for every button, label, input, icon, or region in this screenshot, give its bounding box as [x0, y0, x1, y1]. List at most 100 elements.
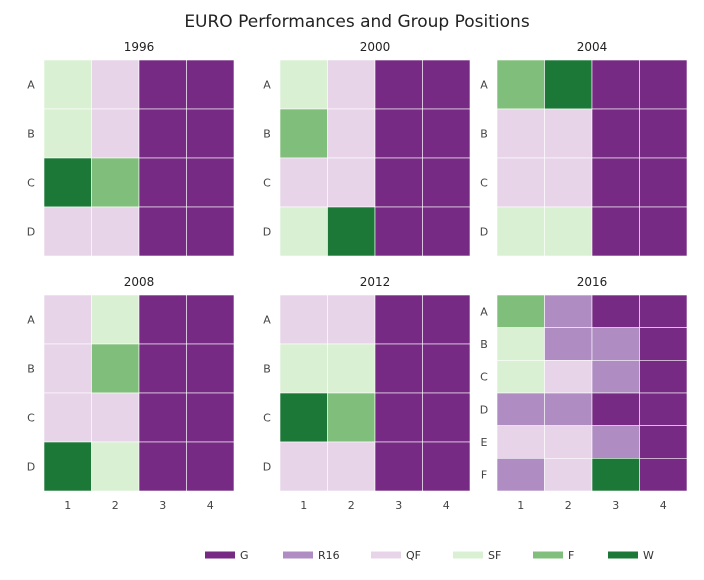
y-tick-label: F — [481, 469, 487, 482]
heatmap-cell — [43, 294, 92, 345]
heatmap-cell — [43, 392, 92, 443]
legend-item: SF — [453, 549, 501, 562]
x-tick-label: 3 — [395, 499, 402, 512]
legend-item: F — [533, 549, 574, 562]
heatmap-cell — [138, 392, 187, 443]
x-tick-label: 4 — [443, 499, 450, 512]
panel-2012: 2012 A B C D 1 2 3 4 — [263, 275, 471, 512]
heatmap-cell — [186, 392, 235, 443]
heatmap-cell — [91, 206, 140, 257]
heatmap-cell — [544, 327, 593, 361]
heatmap-cell — [279, 294, 328, 345]
heatmap-cell — [43, 108, 92, 159]
heatmap-cell — [186, 108, 235, 159]
heatmap-cell — [186, 441, 235, 492]
heatmap-cell — [591, 294, 640, 328]
y-tick-label: C — [27, 412, 35, 425]
heatmap-cell — [496, 392, 545, 426]
heatmap-cell — [374, 392, 423, 443]
heatmap-cell — [91, 108, 140, 159]
heatmap-cell — [591, 458, 640, 492]
x-tick-label: 2 — [112, 499, 119, 512]
legend-label: QF — [406, 549, 421, 562]
heatmap-cell — [327, 108, 376, 159]
heatmap-cell — [374, 343, 423, 394]
heatmap-cell — [496, 294, 545, 328]
y-tick-label: C — [27, 177, 35, 190]
heatmap-cell — [374, 59, 423, 110]
legend-label: R16 — [318, 549, 340, 562]
x-tick-label: 1 — [300, 499, 307, 512]
heatmap-cell — [374, 441, 423, 492]
heatmap-cell — [544, 360, 593, 394]
heatmap-cell — [544, 206, 593, 257]
heatmap-cell — [591, 327, 640, 361]
heatmap-cell — [422, 59, 471, 110]
heatmap-cell — [186, 294, 235, 345]
heatmap-cell — [496, 206, 545, 257]
heatmap-cell — [591, 392, 640, 426]
legend-swatch — [371, 551, 401, 559]
heatmap-cell — [91, 441, 140, 492]
legend-swatch — [205, 551, 235, 559]
y-tick-label: C — [480, 371, 488, 384]
heatmap-cell — [639, 458, 688, 492]
heatmap-cell — [279, 59, 328, 110]
legend-item: G — [205, 549, 249, 562]
heatmap-cell — [43, 441, 92, 492]
heatmap-cell — [639, 59, 688, 110]
legend-item: W — [608, 549, 654, 562]
y-tick-label: B — [480, 128, 488, 141]
heatmap-cell — [186, 343, 235, 394]
heatmap-cell — [91, 343, 140, 394]
y-tick-label: B — [27, 128, 35, 141]
heatmap-cell — [591, 360, 640, 394]
heatmap-cell — [422, 343, 471, 394]
y-tick-label: C — [263, 412, 271, 425]
heatmap-cell — [91, 59, 140, 110]
heatmap-cell — [422, 108, 471, 159]
heatmap-cell — [374, 206, 423, 257]
x-tick-label: 3 — [159, 499, 166, 512]
y-tick-label: A — [263, 314, 271, 327]
y-tick-label: B — [263, 363, 271, 376]
x-tick-label: 2 — [348, 499, 355, 512]
legend-item: R16 — [283, 549, 340, 562]
legend-label: F — [568, 549, 574, 562]
heatmap-cell — [43, 59, 92, 110]
heatmap-cell — [496, 59, 545, 110]
heatmap-cell — [374, 157, 423, 208]
heatmap-cell — [43, 206, 92, 257]
heatmap-cell — [138, 294, 187, 345]
panel-title: 2000 — [360, 40, 391, 54]
x-tick-label: 4 — [207, 499, 214, 512]
panel-1996: 1996 A B C D — [27, 40, 235, 257]
heatmap-cell — [422, 441, 471, 492]
heatmap-cell — [186, 157, 235, 208]
y-tick-label: D — [480, 226, 488, 239]
panel-2000: 2000 A B C D — [263, 40, 471, 257]
y-tick-label: C — [263, 177, 271, 190]
heatmap-cell — [91, 392, 140, 443]
heatmap-cell — [496, 108, 545, 159]
legend-swatch — [533, 551, 563, 559]
heatmap-cell — [279, 206, 328, 257]
heatmap-cell — [186, 59, 235, 110]
heatmap-cell — [327, 392, 376, 443]
panel-title: 1996 — [124, 40, 155, 54]
heatmap-cell — [327, 441, 376, 492]
legend-swatch — [608, 551, 638, 559]
x-tick-label: 1 — [517, 499, 524, 512]
y-tick-label: D — [263, 226, 271, 239]
panel-title: 2004 — [577, 40, 608, 54]
heatmap-cell — [496, 157, 545, 208]
panel-2004: 2004 A B C D — [480, 40, 688, 257]
heatmap-cell — [374, 108, 423, 159]
y-tick-label: D — [27, 461, 35, 474]
heatmap-cell — [496, 458, 545, 492]
panel-2016: 2016 A B C D E F 1 2 3 4 — [480, 275, 688, 512]
heatmap-cell — [422, 157, 471, 208]
legend-swatch — [453, 551, 483, 559]
